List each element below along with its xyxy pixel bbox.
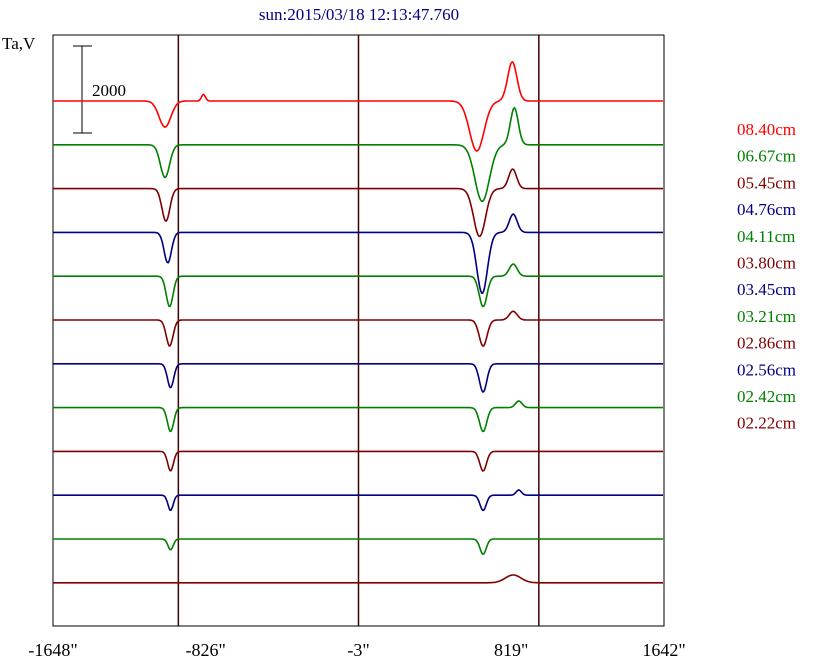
legend-entry: 02.86cm [737,334,796,353]
series-line [53,538,663,555]
legend-entry: 03.45cm [737,280,796,299]
series-line [53,450,663,472]
legend-entry: 04.11cm [737,227,795,246]
legend-entry: 02.56cm [737,360,796,379]
x-tick-label: -826" [185,640,225,660]
series-line [53,400,663,433]
legend-entry: 02.22cm [737,414,796,433]
scale-bar-label: 2000 [92,81,126,100]
legend-entry: 06.67cm [737,147,796,166]
x-tick-label: 1642" [642,640,685,660]
series-line [53,489,663,512]
series-line [53,574,663,584]
series-line [53,363,663,393]
chart-title: sun:2015/03/18 12:13:47.760 [259,5,459,24]
series-line [53,168,663,238]
x-tick-label: -3" [347,640,369,660]
scale-bar: 2000 [73,45,126,134]
series-line [53,263,663,308]
y-axis-label: Ta,V [2,34,36,53]
legend-entry: 02.42cm [737,387,796,406]
legend-entry: 03.21cm [737,307,796,326]
legend-entry: 04.76cm [737,200,796,219]
x-tick-label: 819" [494,640,528,660]
legend-entry: 08.40cm [737,120,796,139]
series-line [53,60,663,152]
legend-entry: 05.45cm [737,173,796,192]
series-line [53,106,663,202]
series-line [53,213,663,294]
legend-entry: 03.80cm [737,254,796,273]
series-line [53,310,663,347]
x-tick-label: -1648" [28,640,77,660]
